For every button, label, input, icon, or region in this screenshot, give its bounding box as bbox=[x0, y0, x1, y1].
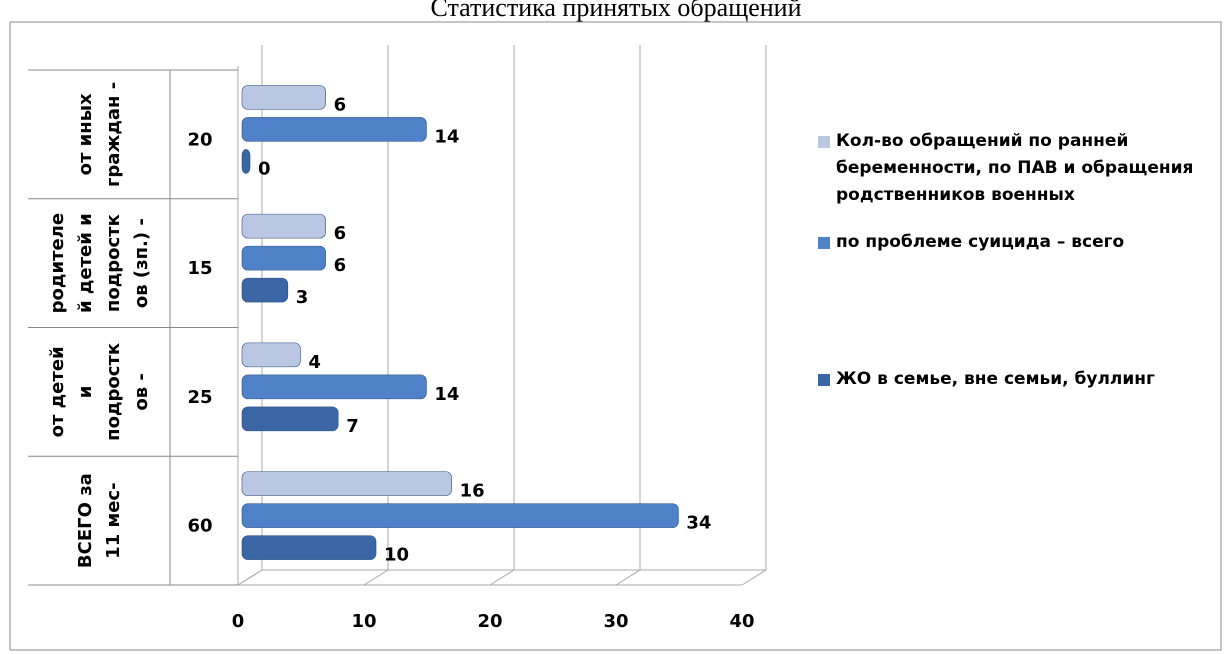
data-label: 4 bbox=[308, 352, 321, 373]
legend-item: Кол-во обращений по ранней беременности,… bbox=[818, 128, 1203, 209]
category-label: ВСЕГО за bbox=[75, 473, 96, 568]
legend: Кол-во обращений по ранней беременности,… bbox=[818, 128, 1203, 393]
category-label: подростк bbox=[103, 343, 124, 441]
bar bbox=[241, 342, 301, 368]
data-label: 7 bbox=[346, 416, 359, 437]
data-label: 34 bbox=[686, 513, 711, 534]
grid-line bbox=[615, 569, 641, 586]
bar bbox=[241, 406, 339, 432]
grid-line bbox=[237, 569, 263, 586]
category-label: ов (зп.) - bbox=[131, 218, 152, 308]
category-label: от иных bbox=[75, 93, 96, 175]
legend-swatch bbox=[818, 136, 830, 148]
category-label: подростк bbox=[103, 214, 124, 312]
bar bbox=[241, 213, 326, 239]
bar bbox=[241, 535, 377, 560]
x-tick-label: 40 bbox=[729, 611, 754, 632]
category-label: граждан - bbox=[103, 82, 124, 187]
data-label: 6 bbox=[334, 255, 347, 276]
category-total: 25 bbox=[187, 387, 212, 408]
bar bbox=[241, 117, 427, 142]
category-label: й детей и bbox=[75, 213, 96, 313]
bar bbox=[241, 245, 326, 271]
x-tick-label: 20 bbox=[477, 611, 502, 632]
data-label: 16 bbox=[460, 481, 485, 502]
chart-title: Статистика принятых обращений bbox=[430, 0, 801, 22]
category-label: родителе bbox=[47, 213, 68, 313]
grid-line bbox=[741, 569, 767, 586]
data-label: 0 bbox=[258, 158, 271, 179]
data-label: 3 bbox=[296, 287, 309, 308]
category-label: 11 мес- bbox=[103, 482, 124, 558]
bar bbox=[241, 277, 289, 303]
category-total: 15 bbox=[187, 258, 212, 279]
grid-line bbox=[363, 569, 389, 586]
legend-label: по проблеме суицида – всего bbox=[836, 232, 1125, 252]
bar bbox=[241, 471, 452, 496]
category-total: 60 bbox=[187, 516, 212, 537]
category-total: 20 bbox=[187, 129, 212, 150]
bar bbox=[241, 503, 679, 528]
grid-line bbox=[489, 569, 515, 586]
x-tick-label: 30 bbox=[603, 611, 628, 632]
data-label: 6 bbox=[334, 94, 347, 115]
chart-frame bbox=[9, 21, 1222, 651]
category-label: от детей bbox=[47, 346, 68, 437]
x-tick-label: 0 bbox=[232, 611, 245, 632]
bar bbox=[241, 149, 251, 174]
legend-label: Кол-во обращений по ранней беременности,… bbox=[836, 131, 1194, 205]
legend-item: ЖО в семье, вне семьи, буллинг bbox=[818, 366, 1203, 393]
legend-swatch bbox=[818, 237, 830, 249]
data-label: 6 bbox=[334, 223, 347, 244]
legend-swatch bbox=[818, 374, 830, 386]
data-label: 10 bbox=[384, 545, 409, 566]
legend-label: ЖО в семье, вне семьи, буллинг bbox=[836, 369, 1155, 389]
bar bbox=[241, 374, 427, 400]
category-label: ов - bbox=[131, 373, 152, 411]
data-label: 14 bbox=[434, 384, 459, 405]
category-label: и bbox=[75, 386, 96, 399]
x-tick-label: 10 bbox=[351, 611, 376, 632]
bar bbox=[241, 85, 326, 110]
data-label: 14 bbox=[434, 126, 459, 147]
legend-item: по проблеме суицида – всего bbox=[818, 229, 1203, 256]
